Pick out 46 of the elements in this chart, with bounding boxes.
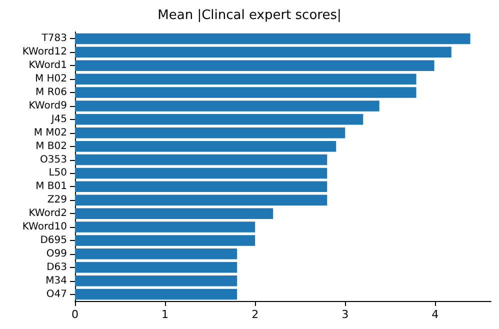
bar (75, 194, 328, 206)
x-tick-label: 0 (72, 308, 78, 321)
y-tick-label: KWord1 (28, 60, 67, 72)
bar (75, 208, 274, 219)
bar (75, 288, 238, 300)
y-tick-label: L50 (48, 168, 67, 179)
x-tick-label: 3 (342, 308, 349, 321)
bar (75, 235, 256, 246)
y-tick-label: Z29 (47, 194, 67, 206)
y-tick-label: O99 (46, 248, 67, 260)
bar (75, 87, 416, 98)
y-tick-label: KWord2 (28, 208, 67, 220)
chart-title: Mean |Clincal expert scores| (158, 8, 342, 23)
bar (75, 60, 434, 72)
y-tick-label: KWord10 (22, 222, 67, 233)
y-tick-label: M M02 (34, 127, 67, 138)
bar (75, 100, 380, 112)
y-tick-label: O47 (46, 288, 67, 300)
y-tick-label: KWord9 (28, 100, 67, 112)
bar (75, 248, 238, 260)
bar (75, 262, 238, 273)
y-tick-label: M B02 (36, 140, 67, 152)
x-tick-label: 4 (432, 308, 439, 321)
bar (75, 154, 328, 166)
bar (75, 140, 336, 152)
y-tick-label: M H02 (34, 74, 67, 85)
bar (75, 114, 364, 125)
x-tick-label: 1 (162, 308, 169, 321)
y-tick-label: M34 (46, 275, 67, 286)
bar (75, 127, 346, 138)
bar (75, 275, 238, 286)
y-tick-label: O353 (40, 154, 67, 166)
y-tick-label: D695 (40, 234, 67, 246)
x-tick-label: 2 (252, 308, 259, 321)
bar (75, 181, 328, 192)
y-tick-label: T783 (40, 33, 67, 44)
y-tick-label: M R06 (36, 87, 67, 98)
bar (75, 222, 256, 232)
bar (75, 46, 452, 58)
bar (75, 33, 470, 44)
bar (75, 168, 328, 179)
y-tick-label: D63 (46, 262, 67, 273)
y-tick-label: M B01 (36, 181, 67, 192)
y-tick-label: KWord12 (22, 46, 67, 58)
bar (75, 74, 416, 84)
y-tick-label: J45 (50, 114, 67, 125)
